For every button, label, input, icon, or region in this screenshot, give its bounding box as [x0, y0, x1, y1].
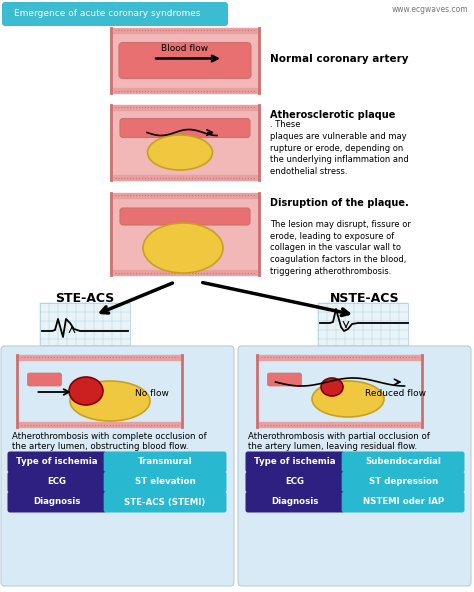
FancyBboxPatch shape: [1, 346, 234, 586]
Text: Blood flow: Blood flow: [162, 44, 209, 53]
FancyBboxPatch shape: [2, 2, 228, 26]
Text: ECG: ECG: [47, 478, 66, 487]
Text: NSTEMI oder IAP: NSTEMI oder IAP: [363, 497, 444, 507]
Ellipse shape: [143, 223, 223, 273]
FancyBboxPatch shape: [120, 118, 250, 137]
Text: . These
plaques are vulnerable and may
rupture or erode, depending on
the underl: . These plaques are vulnerable and may r…: [270, 120, 409, 176]
Text: ST depression: ST depression: [368, 478, 438, 487]
FancyBboxPatch shape: [104, 471, 227, 493]
FancyBboxPatch shape: [238, 346, 471, 586]
Ellipse shape: [69, 377, 103, 405]
Ellipse shape: [312, 381, 384, 417]
FancyBboxPatch shape: [40, 303, 130, 345]
FancyBboxPatch shape: [267, 373, 301, 386]
FancyBboxPatch shape: [8, 491, 107, 513]
Text: the artery lumen, obstructing blood flow.: the artery lumen, obstructing blood flow…: [12, 442, 189, 451]
FancyBboxPatch shape: [342, 491, 465, 513]
FancyBboxPatch shape: [246, 452, 345, 472]
Text: www.ecgwaves.com: www.ecgwaves.com: [392, 5, 468, 14]
FancyBboxPatch shape: [8, 452, 107, 472]
Text: Diagnosis: Diagnosis: [33, 497, 81, 507]
Text: Type of ischemia: Type of ischemia: [255, 458, 336, 466]
Text: ST elevation: ST elevation: [135, 478, 195, 487]
Ellipse shape: [147, 135, 212, 170]
Text: Type of ischemia: Type of ischemia: [16, 458, 98, 466]
Text: ECG: ECG: [285, 478, 305, 487]
FancyBboxPatch shape: [119, 43, 251, 79]
Text: Transmural: Transmural: [138, 458, 192, 466]
Text: Atherothrombosis with complete occlusion of: Atherothrombosis with complete occlusion…: [12, 432, 207, 441]
Text: Atherothrombosis with partial occlusion of: Atherothrombosis with partial occlusion …: [248, 432, 430, 441]
Text: Reduced flow: Reduced flow: [365, 388, 427, 397]
Text: STE-ACS: STE-ACS: [55, 291, 115, 304]
Text: Atherosclerotic plaque: Atherosclerotic plaque: [270, 110, 395, 120]
FancyBboxPatch shape: [246, 491, 345, 513]
Ellipse shape: [70, 381, 150, 421]
Text: The lesion may disrupt, fissure or
erode, leading to exposure of
collagen in the: The lesion may disrupt, fissure or erode…: [270, 208, 411, 276]
FancyBboxPatch shape: [318, 303, 408, 345]
Text: Emergence of acute coronary syndromes: Emergence of acute coronary syndromes: [14, 9, 201, 18]
FancyBboxPatch shape: [104, 452, 227, 472]
Text: Subendocardial: Subendocardial: [365, 458, 441, 466]
FancyBboxPatch shape: [104, 491, 227, 513]
Text: No flow: No flow: [135, 388, 169, 397]
FancyBboxPatch shape: [246, 471, 345, 493]
Text: STE-ACS (STEMI): STE-ACS (STEMI): [125, 497, 206, 507]
FancyBboxPatch shape: [342, 452, 465, 472]
Text: Normal coronary artery: Normal coronary artery: [270, 53, 409, 63]
Ellipse shape: [321, 378, 343, 396]
FancyBboxPatch shape: [8, 471, 107, 493]
FancyBboxPatch shape: [342, 471, 465, 493]
Text: the artery lumen, leaving residual flow.: the artery lumen, leaving residual flow.: [248, 442, 417, 451]
Text: NSTE-ACS: NSTE-ACS: [330, 291, 400, 304]
FancyBboxPatch shape: [27, 373, 62, 386]
FancyBboxPatch shape: [120, 208, 250, 225]
Text: Diagnosis: Diagnosis: [272, 497, 319, 507]
Text: Disruption of the plaque.: Disruption of the plaque.: [270, 198, 409, 208]
